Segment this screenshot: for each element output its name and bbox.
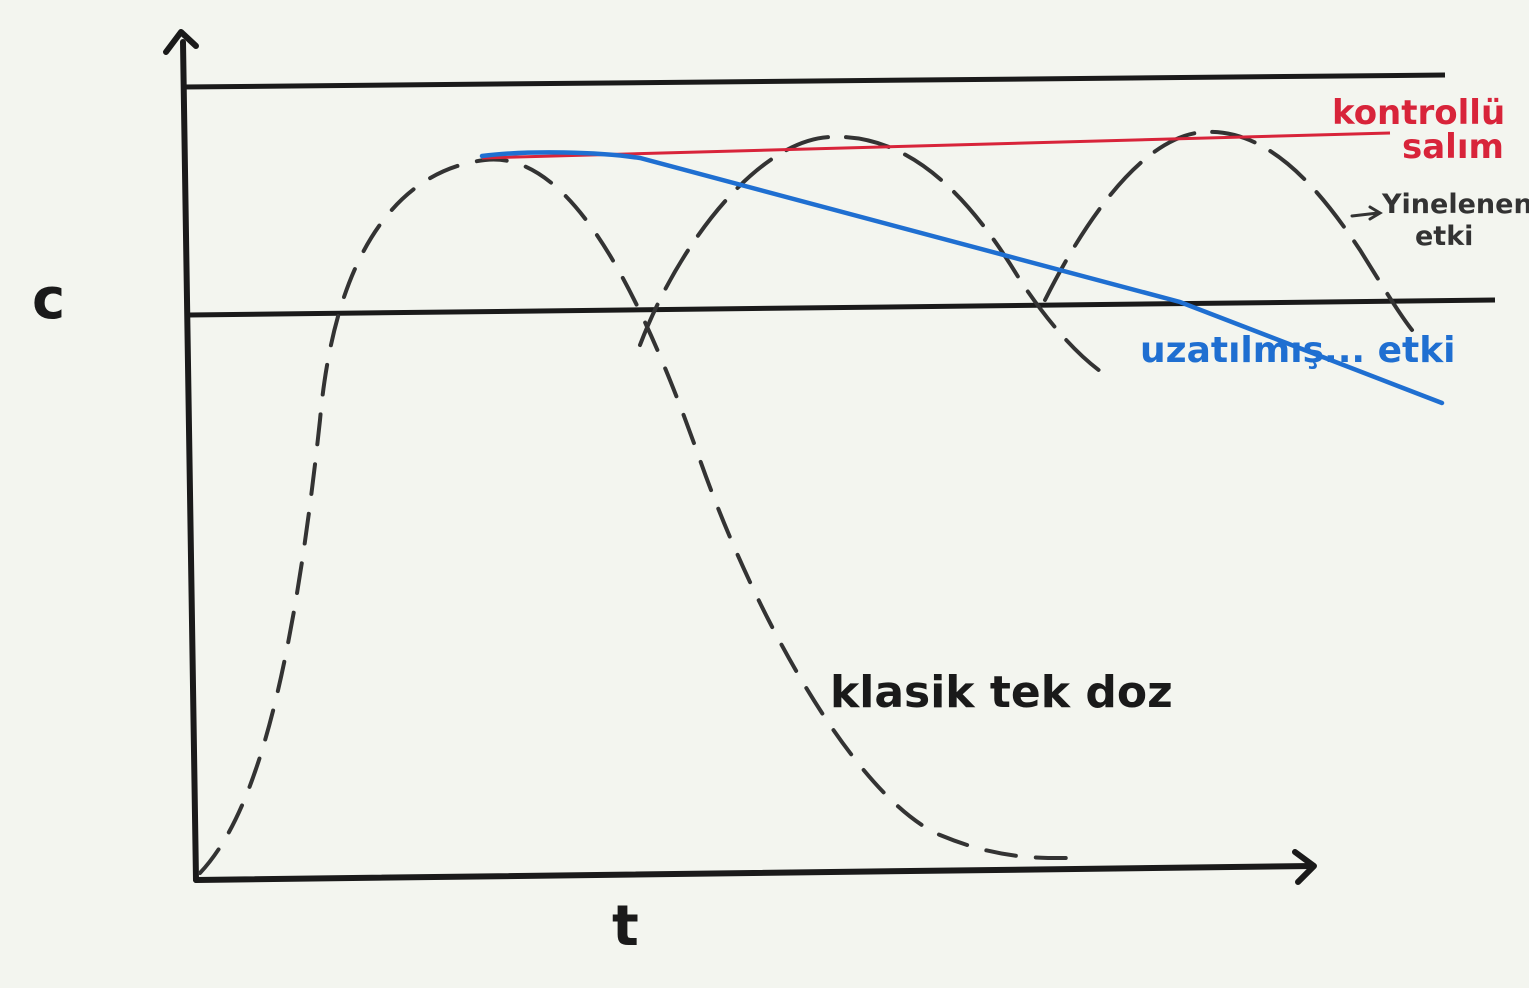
repeated-dose-curve [638,129,1414,380]
prolonged-action-line [479,150,1445,406]
x-axis [193,863,1315,883]
y-axis-arrowhead [163,29,199,55]
y-axis [180,39,199,883]
lower-limit-line [188,297,1496,318]
controlled-release-line [481,131,1391,160]
repeated-action-label-line2: etki [1415,221,1473,252]
x-axis-arrowhead [1292,849,1317,885]
upper-limit-line [182,72,1446,90]
x-axis-label: t [612,894,639,959]
axes [163,29,1317,885]
repeated-action-label-line1: Yinelenen [1381,189,1529,220]
controlled-release-label-line1: kontrollü [1332,93,1505,133]
prolonged-action-label: uzatılmış... etki [1140,330,1456,371]
controlled-release-label-line2: salım [1402,127,1504,167]
classic-single-dose-label: klasik tek doz [830,667,1173,718]
pointer-arrow-icon [1350,205,1383,221]
classic-single-dose-curve [198,157,1080,875]
y-axis-label: c [32,267,65,332]
